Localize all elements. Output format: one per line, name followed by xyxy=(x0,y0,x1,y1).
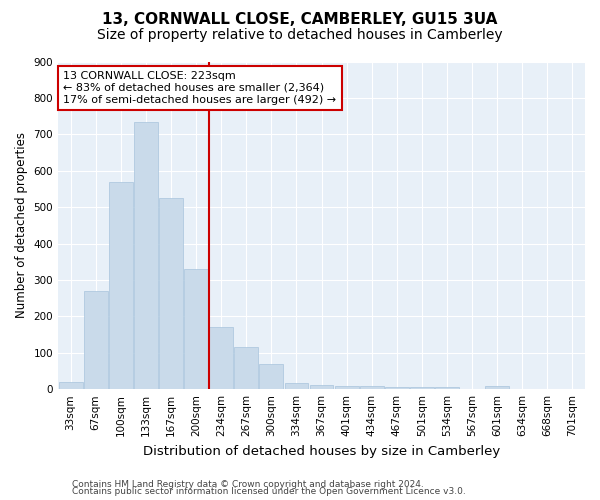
Bar xyxy=(284,382,308,389)
Bar xyxy=(335,386,359,389)
Bar xyxy=(84,291,107,389)
Bar xyxy=(59,382,83,389)
Text: Contains public sector information licensed under the Open Government Licence v3: Contains public sector information licen… xyxy=(72,488,466,496)
Bar xyxy=(360,386,383,389)
Bar xyxy=(159,198,183,389)
Bar xyxy=(184,269,208,389)
Text: Size of property relative to detached houses in Camberley: Size of property relative to detached ho… xyxy=(97,28,503,42)
Text: Contains HM Land Registry data © Crown copyright and database right 2024.: Contains HM Land Registry data © Crown c… xyxy=(72,480,424,489)
Bar xyxy=(134,122,158,389)
X-axis label: Distribution of detached houses by size in Camberley: Distribution of detached houses by size … xyxy=(143,444,500,458)
Bar xyxy=(385,386,409,389)
Bar xyxy=(235,348,258,389)
Bar xyxy=(435,388,459,389)
Bar xyxy=(259,364,283,389)
Bar xyxy=(410,387,434,389)
Bar xyxy=(209,328,233,389)
Text: 13, CORNWALL CLOSE, CAMBERLEY, GU15 3UA: 13, CORNWALL CLOSE, CAMBERLEY, GU15 3UA xyxy=(103,12,497,28)
Bar xyxy=(485,386,509,389)
Text: 13 CORNWALL CLOSE: 223sqm
← 83% of detached houses are smaller (2,364)
17% of se: 13 CORNWALL CLOSE: 223sqm ← 83% of detac… xyxy=(64,72,337,104)
Y-axis label: Number of detached properties: Number of detached properties xyxy=(15,132,28,318)
Bar xyxy=(310,385,334,389)
Bar xyxy=(109,182,133,389)
